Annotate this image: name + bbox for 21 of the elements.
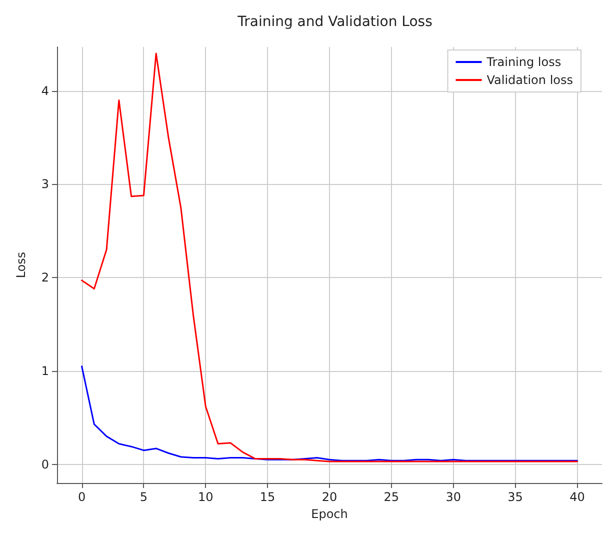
y-tick-label: 1: [41, 364, 49, 378]
x-tick-label: 30: [446, 490, 462, 504]
x-axis-title: Epoch: [311, 506, 348, 521]
line-series: [81, 366, 578, 462]
y-axis-title: Loss: [14, 252, 28, 278]
x-tick-label: 10: [198, 490, 214, 504]
chart-title: Training and Validation Loss: [236, 14, 432, 30]
y-tick-label: 3: [41, 177, 49, 192]
x-tick-label: 15: [260, 490, 276, 504]
line-series: [81, 52, 578, 462]
x-tick-label: 0: [78, 490, 86, 504]
x-tick-label: 25: [384, 490, 400, 504]
x-tick-label: 5: [140, 490, 148, 504]
legend-label: Training loss: [486, 55, 562, 69]
legend-label: Validation loss: [486, 73, 573, 87]
x-tick-label: 40: [570, 490, 585, 504]
x-tick-label: 35: [508, 490, 523, 504]
y-tick-label: 4: [41, 84, 49, 98]
y-tick-label: 2: [41, 270, 49, 285]
x-tick-label: 20: [322, 490, 338, 504]
y-tick-label: 0: [41, 457, 49, 472]
